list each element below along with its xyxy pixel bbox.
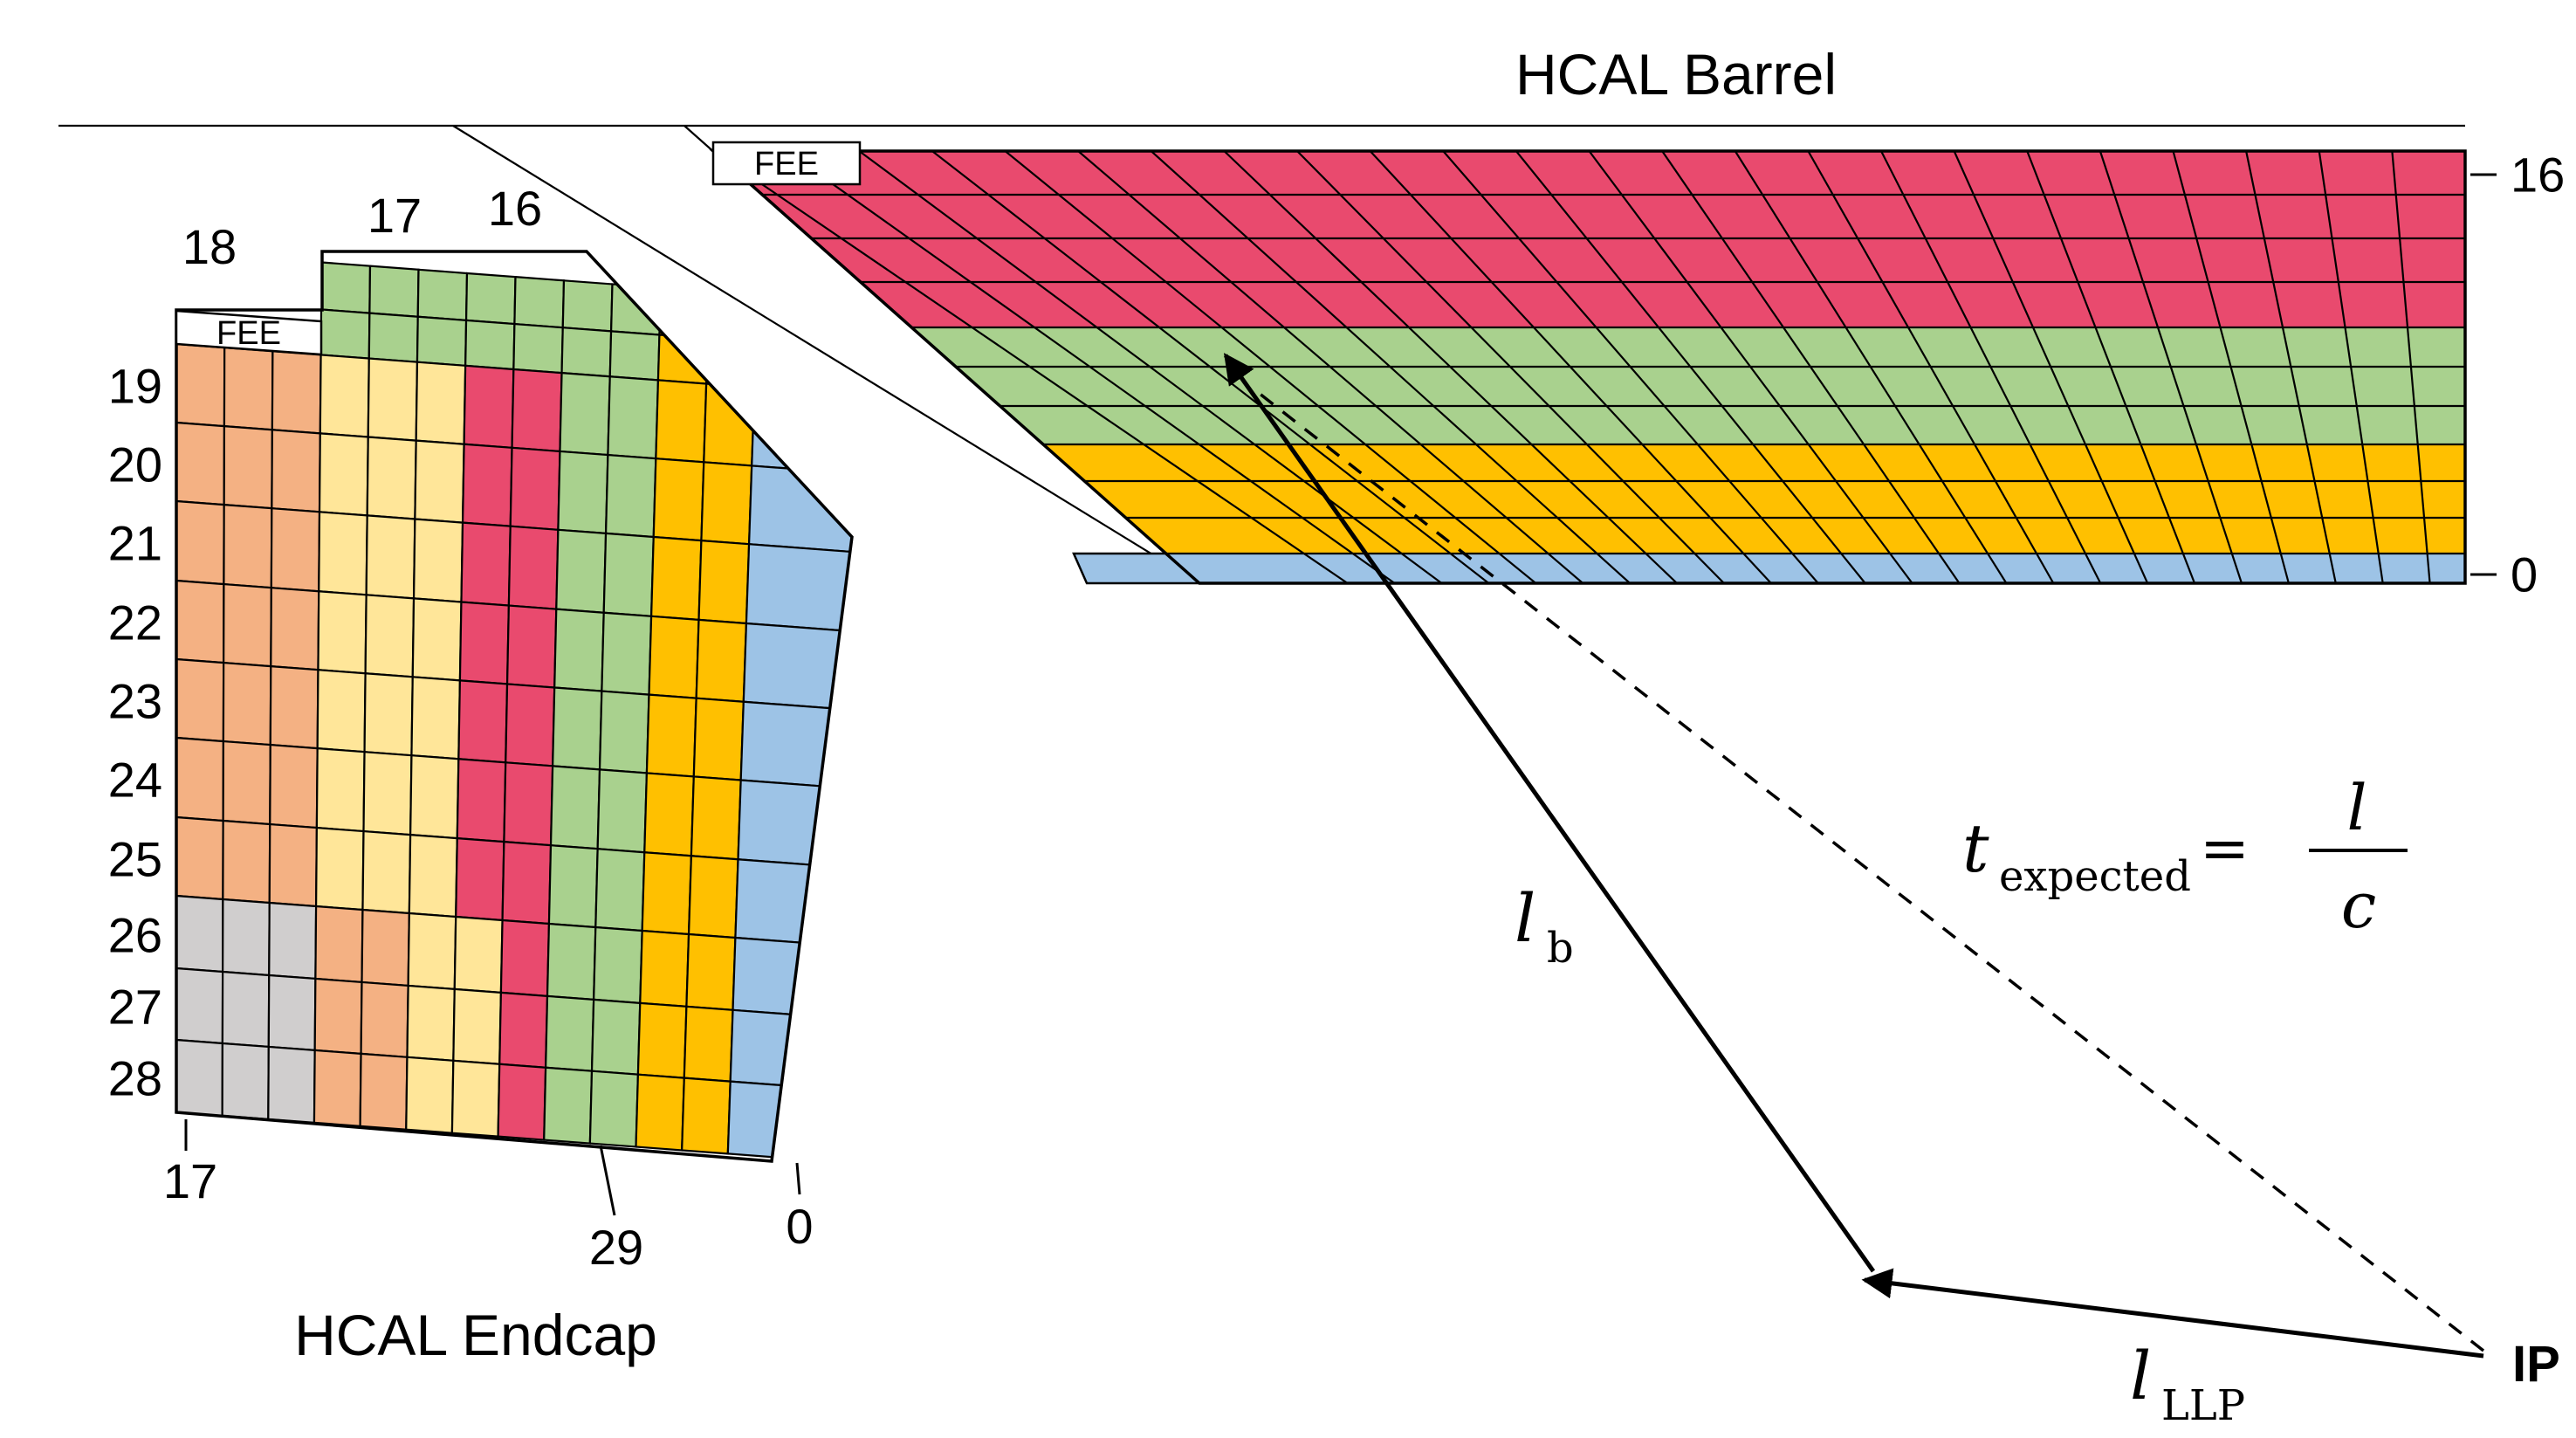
endcap-left-label: 26 <box>108 908 162 963</box>
endcap-title: HCAL Endcap <box>294 1303 657 1367</box>
endcap-bottom-mid-label: 29 <box>589 1220 643 1275</box>
endcap-left-label: 20 <box>108 437 162 492</box>
formula-lhs: t <box>1962 809 1989 887</box>
endcap-left-label: 24 <box>108 753 162 808</box>
endcap-left-label: 23 <box>108 674 162 729</box>
endcap-left-label: 19 <box>108 359 162 414</box>
endcap-left-label: 25 <box>108 832 162 887</box>
lb-vector-label: l <box>1515 879 1535 957</box>
barrel-layer-bottom-label: 0 <box>2511 547 2538 602</box>
endcap-bottom-left-label: 17 <box>163 1153 217 1208</box>
endcap-top-label: 17 <box>368 188 422 243</box>
endcap-bottom-right-label: 0 <box>786 1199 813 1254</box>
endcap-top-label: 18 <box>182 219 237 274</box>
barrel-fee-label: FEE <box>754 146 819 182</box>
lllp-vector-subscript: LLP <box>2161 1381 2245 1430</box>
formula-equals: = <box>2200 815 2250 884</box>
endcap-left-label: 22 <box>108 595 162 650</box>
ip-label: IP <box>2512 1336 2560 1393</box>
expected-time-formula: t expected = l c <box>1962 771 2408 942</box>
lllp-vector-label: l <box>2130 1337 2151 1414</box>
endcap-left-label: 28 <box>108 1051 162 1106</box>
formula-denominator: c <box>2341 869 2376 942</box>
lb-vector-subscript: b <box>1547 924 1574 973</box>
endcap-fee-label: FEE <box>216 315 281 352</box>
endcap-left-label: 21 <box>108 516 162 571</box>
endcap-top-label: 16 <box>488 181 542 236</box>
generated-geometry <box>58 124 2497 1359</box>
endcap-left-label: 27 <box>108 980 162 1035</box>
formula-numerator: l <box>2346 771 2366 844</box>
formula-lhs-subscript: expected <box>1999 852 2191 901</box>
barrel-title: HCAL Barrel <box>1515 42 1837 107</box>
barrel-layer-top-label: 16 <box>2511 148 2565 203</box>
